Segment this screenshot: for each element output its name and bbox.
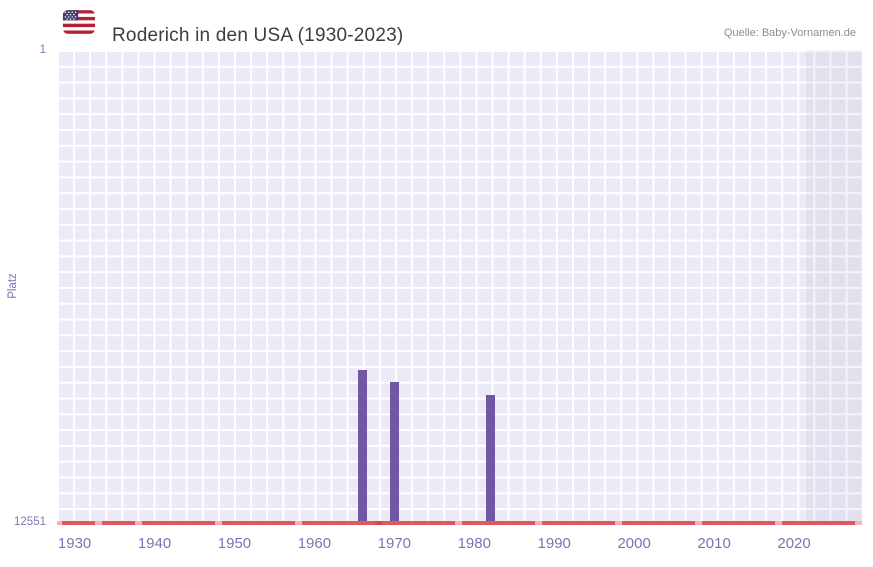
x-tick-label: 1980 [457,535,491,552]
baseline-tick-marker [694,521,702,525]
rank-bar [389,381,399,525]
x-tick-label: 1930 [57,535,92,552]
x-tick-label: 1970 [377,535,412,552]
baseline [57,521,862,525]
x-tick-label: 2020 [777,535,811,552]
x-tick-label: 1940 [137,535,172,552]
future-shaded-region [806,50,862,525]
baseline-tick-marker [214,521,222,525]
baseline-tick-marker [534,521,542,525]
baseline-tick-marker [294,521,302,525]
x-tick-label: 2000 [617,535,651,552]
y-tick-max: 1 [39,44,46,56]
y-axis-title: Platz [7,273,19,299]
x-tick-label: 1960 [297,535,332,552]
plot-area [57,50,862,525]
baseline-tick-marker [854,521,862,525]
source-credit: Quelle: Baby-Vornamen.de [723,27,856,39]
baseline-tick-marker [454,521,462,525]
baseline-tick-marker [774,521,782,525]
baseline-tick-marker [135,521,143,525]
baseline-tick-marker [95,521,103,525]
baseline-tick-marker [614,521,622,525]
x-tick-label: 2010 [697,535,731,552]
rank-bar [357,370,367,525]
chart-title: Roderich in den USA (1930-2023) [112,24,404,46]
baseline-tick-marker [57,521,63,525]
rank-bar [485,394,495,525]
x-tick-label: 1990 [537,535,571,552]
us-flag-icon [62,8,96,36]
x-axis: 1930 1940 1950 1960 1970 1980 1990 2000 2010 2020 [57,535,862,559]
y-tick-min: 12551 [14,516,46,528]
baseline-tick-marker [374,521,382,525]
x-tick-label: 1950 [217,535,252,552]
